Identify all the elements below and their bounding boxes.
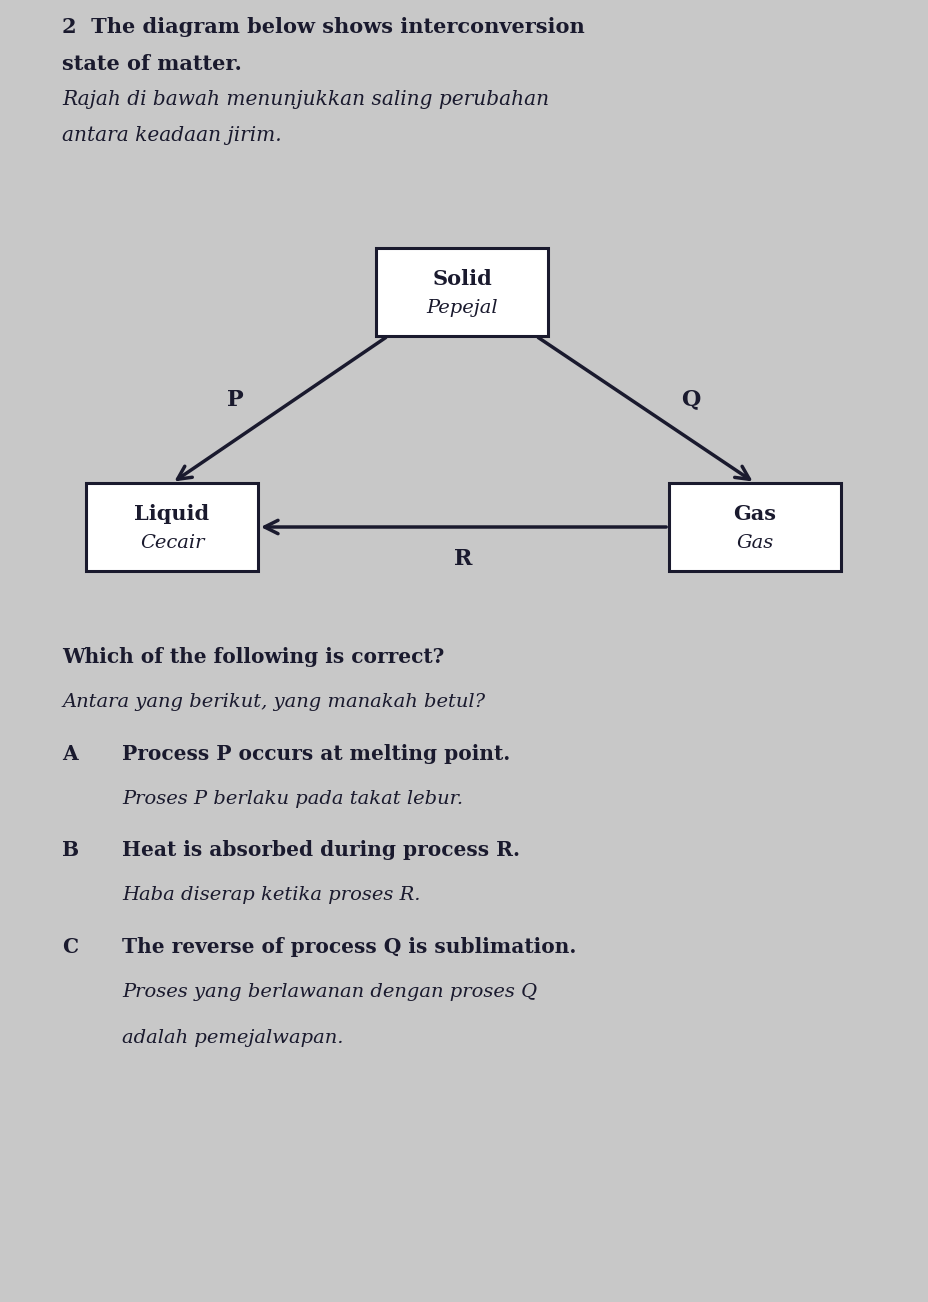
Text: adalah pemejalwapan.: adalah pemejalwapan. [122,1029,343,1047]
Bar [668,483,840,572]
Text: Proses yang berlawanan dengan proses Q: Proses yang berlawanan dengan proses Q [122,983,536,1001]
Bar [376,247,548,336]
Text: A: A [62,743,78,763]
Text: 2  The diagram below shows interconversion: 2 The diagram below shows interconversio… [62,17,584,36]
Text: antara keadaan jirim.: antara keadaan jirim. [62,126,281,145]
Text: Gas: Gas [736,534,773,552]
Text: Liquid: Liquid [135,504,210,523]
Text: P: P [226,388,243,410]
Bar [86,483,258,572]
Text: Antara yang berikut, yang manakah betul?: Antara yang berikut, yang manakah betul? [62,693,484,711]
Text: Rajah di bawah menunjukkan saling perubahan: Rajah di bawah menunjukkan saling peruba… [62,90,548,109]
Text: Q: Q [680,388,700,410]
Text: C: C [62,937,78,957]
Text: R: R [454,548,472,570]
Text: Which of the following is correct?: Which of the following is correct? [62,647,444,667]
Text: Solid: Solid [432,270,491,289]
Text: Pepejal: Pepejal [426,299,497,316]
Text: Process P occurs at melting point.: Process P occurs at melting point. [122,743,509,763]
Text: state of matter.: state of matter. [62,53,241,74]
Text: Gas: Gas [733,504,776,523]
Text: Cecair: Cecair [139,534,204,552]
Text: Heat is absorbed during process R.: Heat is absorbed during process R. [122,840,520,861]
Text: Proses P berlaku pada takat lebur.: Proses P berlaku pada takat lebur. [122,789,463,807]
Text: The reverse of process Q is sublimation.: The reverse of process Q is sublimation. [122,937,575,957]
Text: Haba diserap ketika proses R.: Haba diserap ketika proses R. [122,887,420,904]
Text: B: B [62,840,79,861]
